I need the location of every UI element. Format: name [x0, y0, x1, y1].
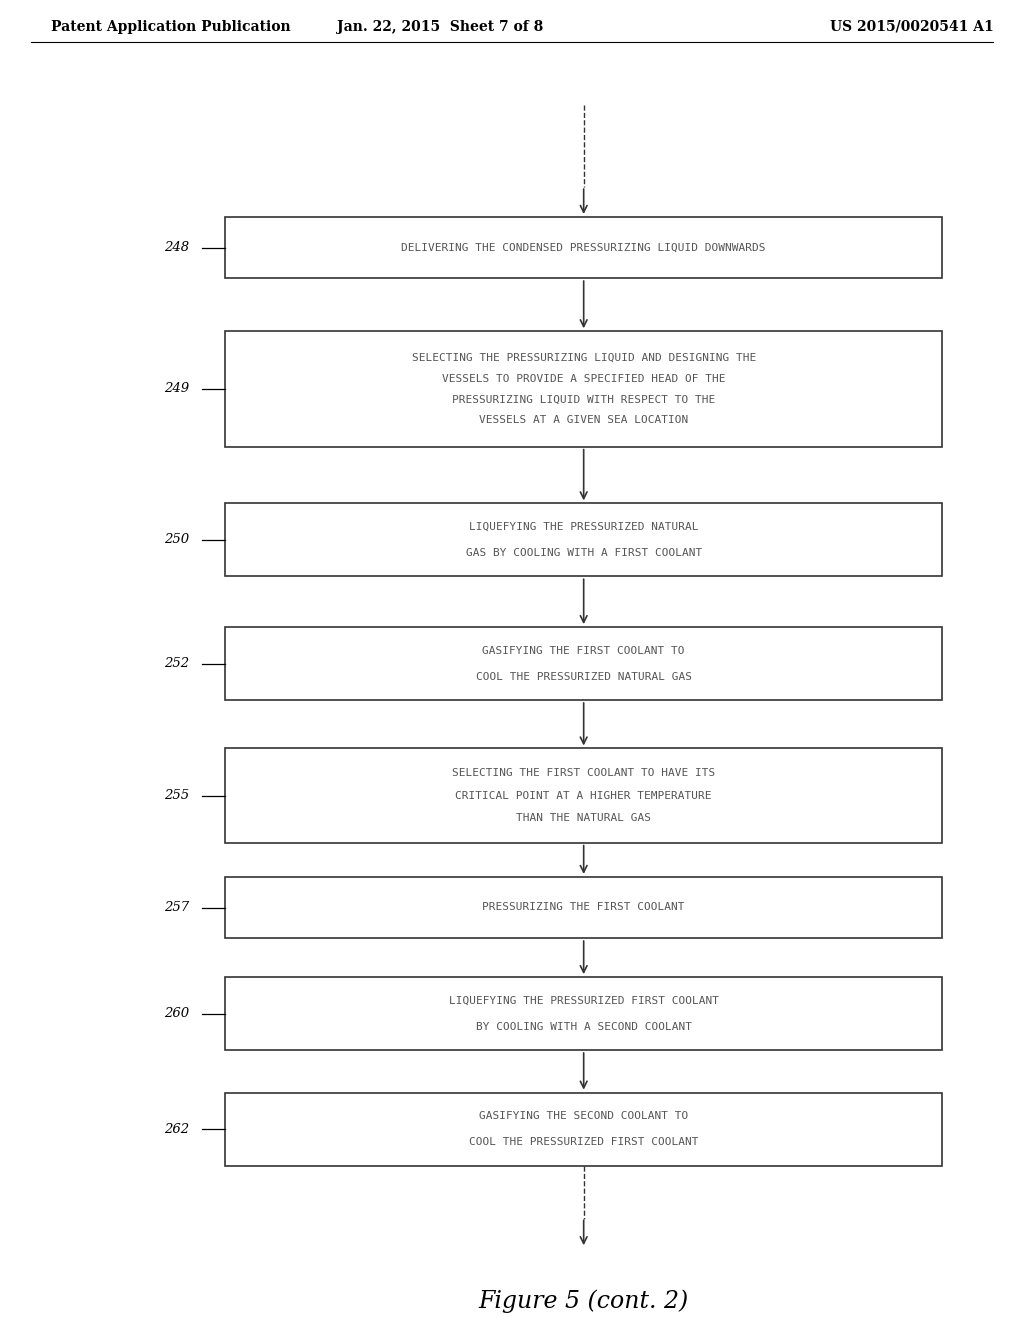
Text: Figure 5 (cont. 2): Figure 5 (cont. 2): [478, 1290, 689, 1313]
Text: 255: 255: [164, 789, 189, 803]
Text: GAS BY COOLING WITH A FIRST COOLANT: GAS BY COOLING WITH A FIRST COOLANT: [466, 548, 701, 558]
Bar: [225, 627, 942, 700]
Text: Jan. 22, 2015  Sheet 7 of 8: Jan. 22, 2015 Sheet 7 of 8: [337, 20, 544, 34]
Text: GASIFYING THE SECOND COOLANT TO: GASIFYING THE SECOND COOLANT TO: [479, 1111, 688, 1121]
Bar: [225, 876, 942, 939]
Text: 257: 257: [164, 902, 189, 913]
Text: PRESSURIZING LIQUID WITH RESPECT TO THE: PRESSURIZING LIQUID WITH RESPECT TO THE: [452, 395, 716, 404]
Bar: [225, 331, 942, 446]
Text: COOL THE PRESSURIZED NATURAL GAS: COOL THE PRESSURIZED NATURAL GAS: [476, 672, 691, 681]
Text: PRESSURIZING THE FIRST COOLANT: PRESSURIZING THE FIRST COOLANT: [482, 903, 685, 912]
Text: 252: 252: [164, 657, 189, 671]
Text: Patent Application Publication: Patent Application Publication: [51, 20, 291, 34]
Text: COOL THE PRESSURIZED FIRST COOLANT: COOL THE PRESSURIZED FIRST COOLANT: [469, 1137, 698, 1147]
Text: US 2015/0020541 A1: US 2015/0020541 A1: [829, 20, 993, 34]
Text: BY COOLING WITH A SECOND COOLANT: BY COOLING WITH A SECOND COOLANT: [476, 1022, 691, 1031]
Text: CRITICAL POINT AT A HIGHER TEMPERATURE: CRITICAL POINT AT A HIGHER TEMPERATURE: [456, 791, 712, 800]
Text: SELECTING THE PRESSURIZING LIQUID AND DESIGNING THE: SELECTING THE PRESSURIZING LIQUID AND DE…: [412, 352, 756, 363]
Text: 262: 262: [164, 1122, 189, 1135]
Bar: [225, 1093, 942, 1166]
Bar: [225, 748, 942, 842]
Text: 249: 249: [164, 383, 189, 396]
Text: THAN THE NATURAL GAS: THAN THE NATURAL GAS: [516, 813, 651, 824]
Text: SELECTING THE FIRST COOLANT TO HAVE ITS: SELECTING THE FIRST COOLANT TO HAVE ITS: [452, 768, 716, 777]
Text: LIQUEFYING THE PRESSURIZED FIRST COOLANT: LIQUEFYING THE PRESSURIZED FIRST COOLANT: [449, 995, 719, 1006]
Text: DELIVERING THE CONDENSED PRESSURIZING LIQUID DOWNWARDS: DELIVERING THE CONDENSED PRESSURIZING LI…: [401, 243, 766, 252]
Text: 260: 260: [164, 1007, 189, 1020]
Text: 248: 248: [164, 242, 189, 253]
Text: VESSELS TO PROVIDE A SPECIFIED HEAD OF THE: VESSELS TO PROVIDE A SPECIFIED HEAD OF T…: [442, 374, 725, 384]
Text: LIQUEFYING THE PRESSURIZED NATURAL: LIQUEFYING THE PRESSURIZED NATURAL: [469, 521, 698, 532]
Bar: [225, 503, 942, 577]
Text: 250: 250: [164, 533, 189, 546]
Bar: [225, 977, 942, 1051]
Text: GASIFYING THE FIRST COOLANT TO: GASIFYING THE FIRST COOLANT TO: [482, 645, 685, 656]
Text: VESSELS AT A GIVEN SEA LOCATION: VESSELS AT A GIVEN SEA LOCATION: [479, 414, 688, 425]
Bar: [225, 216, 942, 279]
